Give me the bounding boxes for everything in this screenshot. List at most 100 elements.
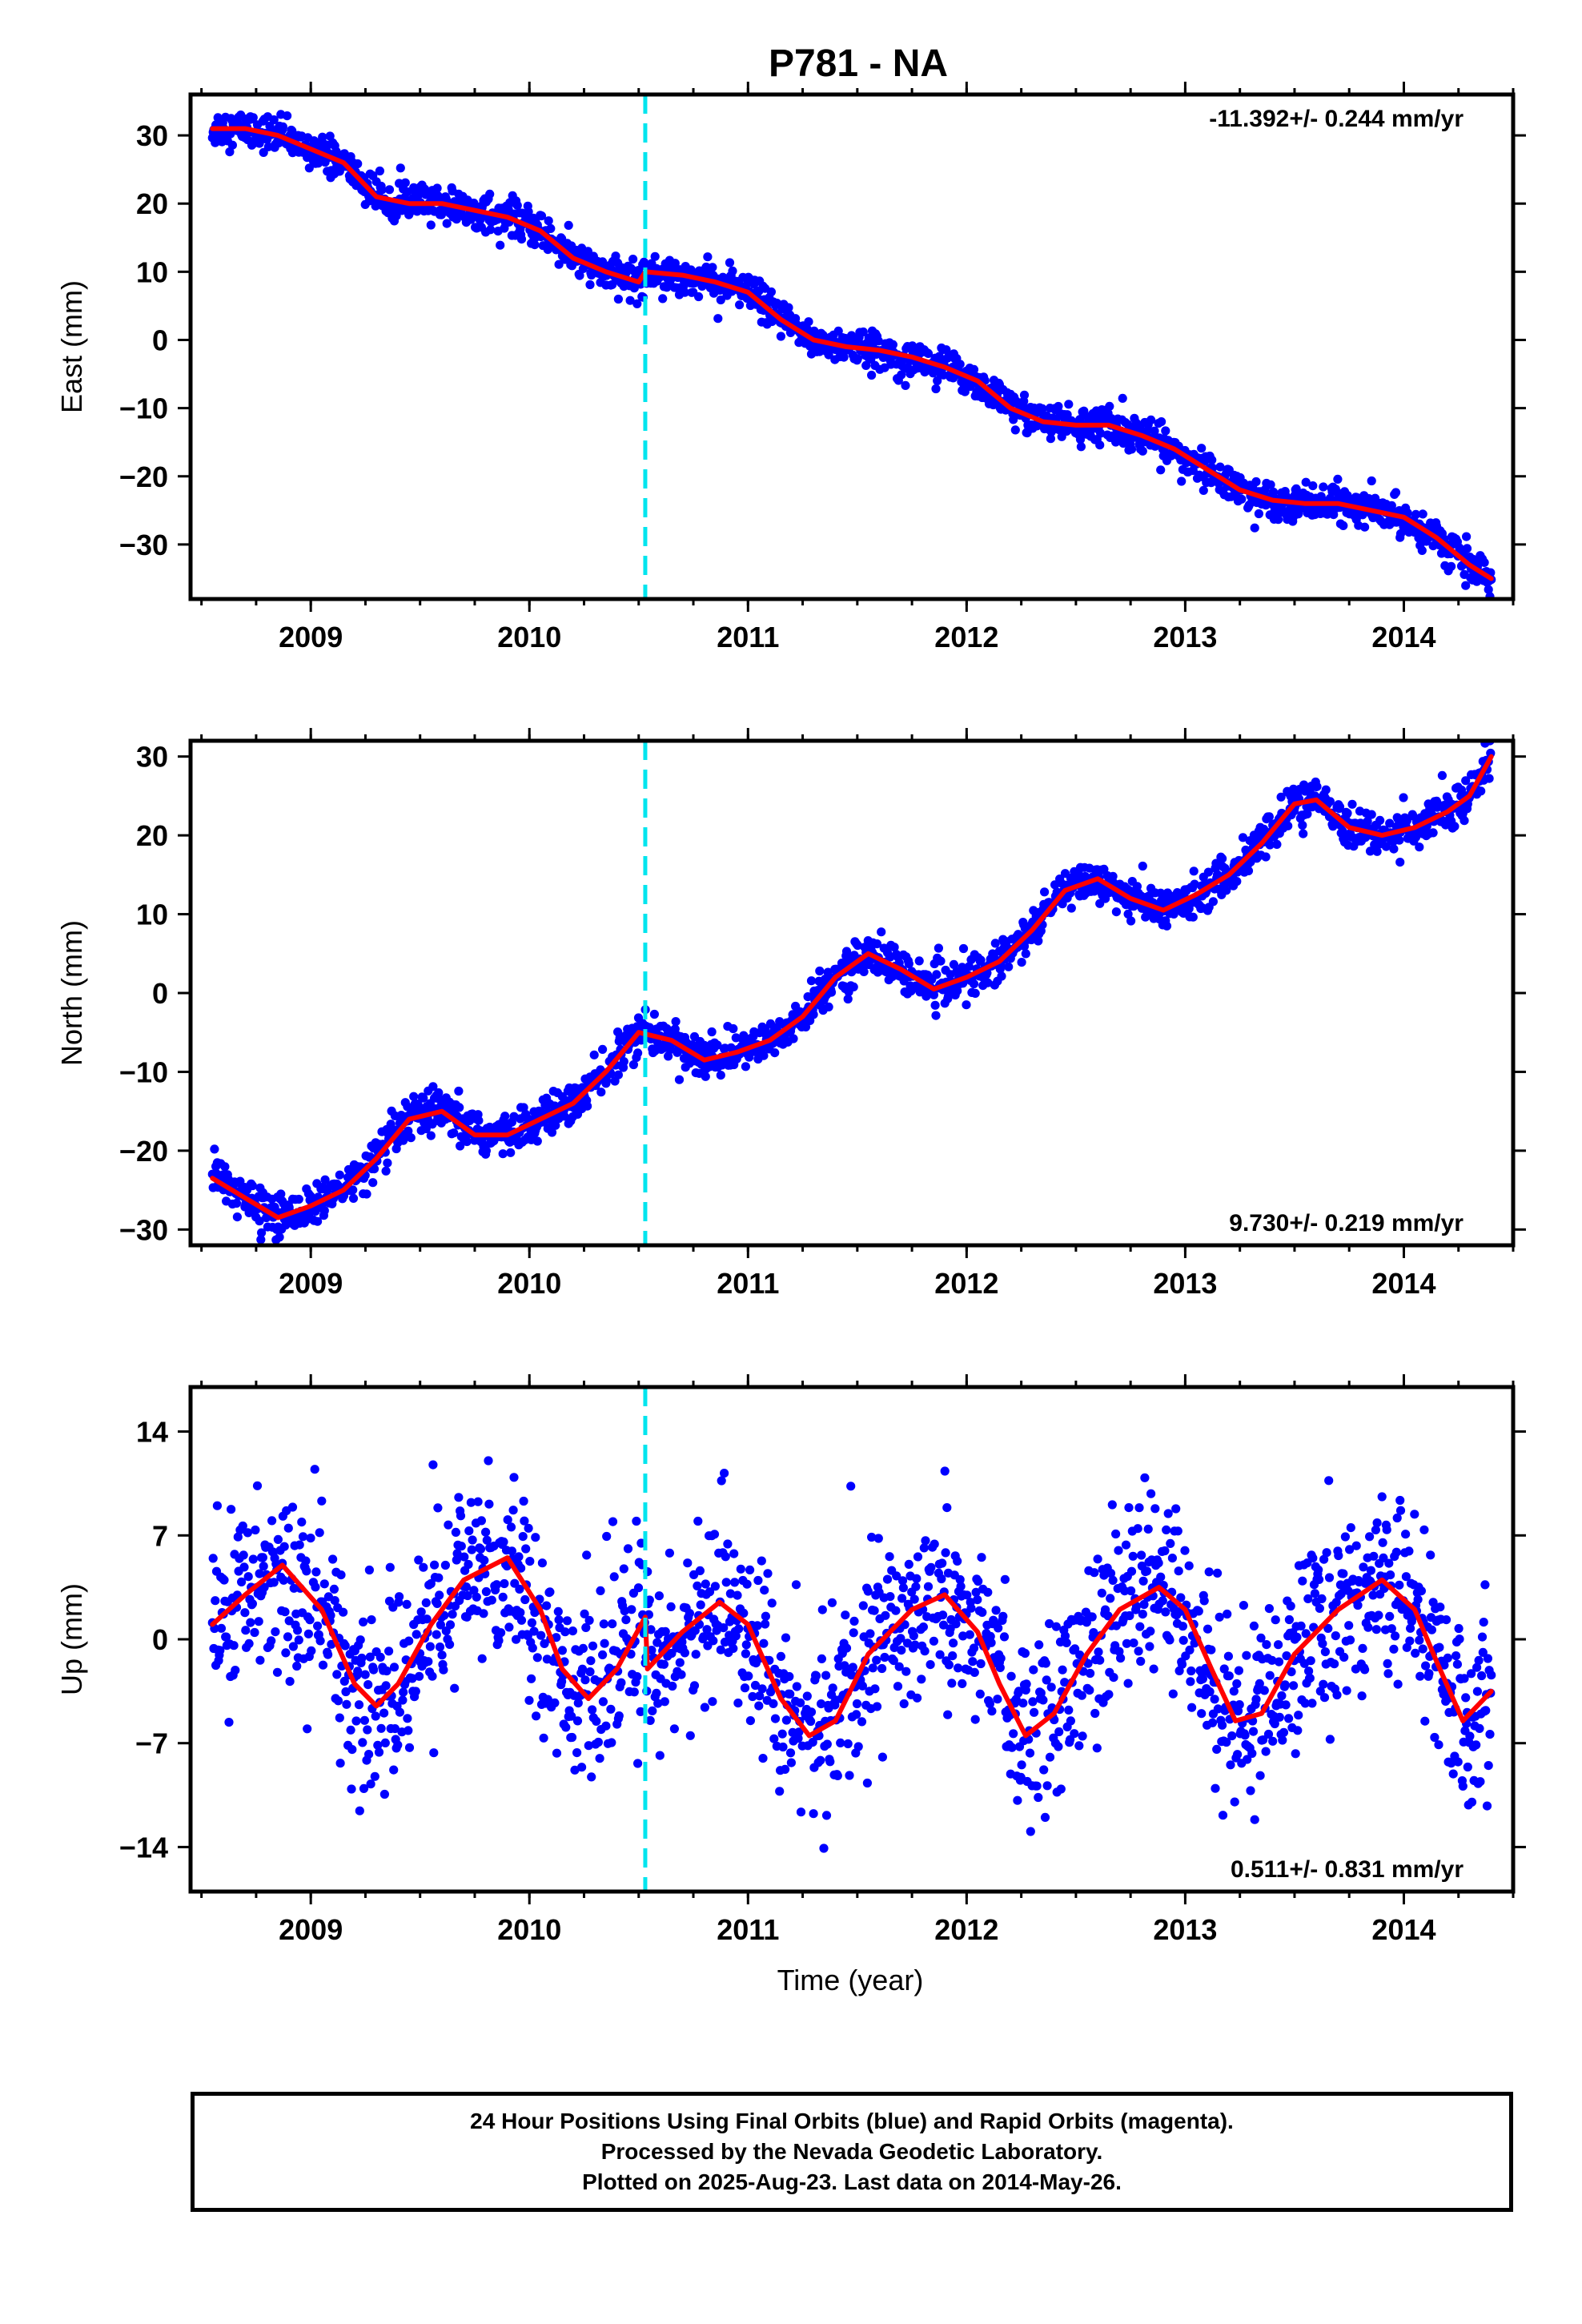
up-data-point <box>358 1738 367 1747</box>
up-data-point <box>836 1738 845 1747</box>
up-data-point <box>1092 1743 1102 1753</box>
up-data-point <box>1174 1566 1183 1576</box>
up-data-point <box>1034 1792 1043 1803</box>
up-data-point <box>785 1689 795 1699</box>
up-data-point <box>532 1711 541 1721</box>
up-data-point <box>709 1530 720 1539</box>
up-data-point <box>629 1687 639 1697</box>
up-data-point <box>342 1699 351 1709</box>
up-data-point <box>452 1555 461 1565</box>
up-data-point <box>691 1650 701 1659</box>
east-data-point <box>1138 446 1147 456</box>
up-data-point <box>695 1566 705 1575</box>
up-data-point <box>586 1656 596 1666</box>
north-data-point <box>369 1164 379 1174</box>
north-data-point <box>320 1175 330 1184</box>
up-data-point <box>999 1632 1010 1642</box>
east-data-point <box>650 251 660 261</box>
east-data-point <box>1472 577 1482 586</box>
up-data-point <box>1187 1703 1197 1712</box>
north-data-point <box>455 1103 464 1112</box>
up-data-point <box>767 1598 777 1608</box>
east-data-point <box>546 223 556 233</box>
up-data-point <box>666 1602 676 1611</box>
up-data-point <box>901 1667 911 1676</box>
up-data-point <box>267 1516 277 1526</box>
up-data-point <box>430 1560 440 1570</box>
north-data-point <box>500 1112 510 1121</box>
north-data-point <box>220 1162 230 1172</box>
up-data-point <box>616 1678 626 1687</box>
up-data-point <box>1242 1651 1251 1660</box>
up-data-point <box>991 1606 1001 1615</box>
up-data-point <box>476 1516 487 1526</box>
up-data-point <box>241 1626 251 1635</box>
north-data-point <box>1437 770 1447 781</box>
north-data-point <box>1298 820 1307 830</box>
up-data-point <box>227 1505 236 1514</box>
up-data-point <box>355 1806 364 1815</box>
up-data-point <box>645 1715 655 1725</box>
up-data-point <box>899 1699 909 1709</box>
up-data-point <box>598 1650 608 1659</box>
up-data-point <box>955 1574 965 1585</box>
up-data-point <box>598 1697 608 1707</box>
up-data-point <box>1168 1689 1178 1699</box>
up-data-point <box>921 1536 930 1546</box>
up-data-point <box>699 1632 709 1642</box>
up-data-point <box>516 1608 525 1618</box>
up-data-point <box>588 1705 597 1715</box>
up-data-point <box>328 1554 338 1564</box>
up-data-point <box>460 1552 469 1562</box>
up-data-point <box>926 1660 935 1670</box>
up-data-point <box>1156 1572 1166 1582</box>
up-data-point <box>307 1646 316 1655</box>
up-data-point <box>705 1587 715 1597</box>
east-data-point <box>708 263 717 272</box>
east-data-point <box>1009 415 1018 424</box>
north-rate-label: 9.730+/- 0.219 mm/yr <box>1229 1210 1464 1236</box>
east-data-point <box>1105 401 1114 411</box>
up-data-point <box>753 1621 762 1630</box>
up-data-point <box>339 1607 348 1617</box>
up-data-point <box>379 1789 389 1799</box>
up-data-point <box>376 1723 386 1733</box>
north-x-tick-label: 2013 <box>1153 1267 1217 1300</box>
up-data-point <box>821 1811 832 1820</box>
east-x-tick-label: 2010 <box>497 621 561 653</box>
up-data-point <box>849 1628 858 1638</box>
north-data-point <box>969 979 979 989</box>
east-data-point <box>1076 442 1086 452</box>
up-data-point <box>373 1740 383 1750</box>
east-data-point <box>1075 435 1086 444</box>
up-data-point <box>271 1627 280 1637</box>
up-data-point <box>1000 1574 1010 1584</box>
north-data-point <box>932 970 942 979</box>
up-data-point <box>359 1783 369 1793</box>
east-data-point <box>1161 426 1170 436</box>
up-data-point <box>1126 1566 1137 1576</box>
up-data-point <box>994 1623 1003 1633</box>
up-data-point <box>760 1586 769 1595</box>
up-data-point <box>1212 1744 1222 1754</box>
east-data-point <box>1237 494 1247 504</box>
up-data-point <box>1056 1784 1066 1794</box>
up-data-point <box>596 1586 605 1595</box>
east-data-point <box>1156 465 1166 475</box>
up-data-point <box>582 1550 592 1560</box>
up-data-point <box>968 1657 978 1667</box>
north-data-point <box>1460 816 1469 826</box>
up-data-point <box>872 1655 881 1665</box>
up-data-point <box>825 1757 835 1767</box>
north-data-point <box>1276 792 1286 802</box>
east-data-point <box>496 240 505 250</box>
up-data-point <box>1094 1647 1103 1657</box>
north-data-point <box>1123 909 1133 919</box>
north-data-point <box>789 1034 798 1043</box>
north-data-point <box>934 943 943 953</box>
north-data-point <box>914 956 924 966</box>
up-data-point <box>432 1598 442 1608</box>
up-data-point <box>1235 1700 1244 1710</box>
east-data-point <box>269 115 279 125</box>
